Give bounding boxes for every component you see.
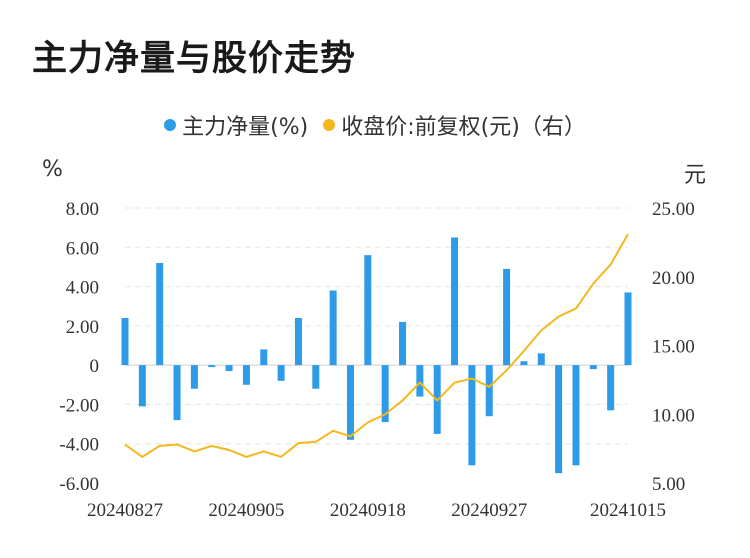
y-left-tick-label: 2.00 — [66, 317, 99, 338]
legend-swatch-net — [164, 119, 177, 131]
x-tick-label: 20240927 — [451, 500, 527, 521]
y-right-tick-label: 25.00 — [652, 199, 695, 220]
bar — [537, 353, 545, 366]
legend-item-net[interactable]: 主力净量(%) — [164, 109, 308, 141]
left-axis-unit: % — [42, 157, 63, 182]
bar — [572, 365, 580, 466]
legend-label-price: 收盘价:前复权(元)（右） — [341, 115, 586, 140]
price-line — [124, 233, 629, 459]
y-left-tick-label: 4.00 — [66, 278, 99, 299]
bar — [121, 318, 129, 366]
y-right-tick-label: 15.00 — [652, 337, 695, 358]
bar — [451, 237, 459, 366]
bar — [190, 365, 198, 389]
bar — [381, 365, 389, 423]
bar — [156, 263, 164, 366]
x-tick-label: 20240918 — [330, 500, 406, 521]
right-axis-unit: 元 — [684, 163, 707, 188]
bar — [364, 255, 372, 366]
bar — [294, 318, 302, 366]
bar — [468, 365, 476, 466]
bar — [312, 365, 320, 389]
bar — [520, 361, 528, 366]
bar — [173, 365, 181, 421]
y-left-tick-label: -2.00 — [59, 395, 99, 416]
bar — [503, 268, 511, 366]
bar — [260, 349, 268, 366]
x-tick-label: 20241015 — [590, 500, 666, 521]
bar — [225, 365, 233, 372]
bar — [485, 365, 493, 417]
bar — [555, 365, 563, 474]
y-left-tick-label: 6.00 — [66, 238, 99, 259]
legend-label-net: 主力净量(%) — [182, 115, 309, 140]
bar — [416, 365, 424, 397]
legend-item-price[interactable]: 收盘价:前复权(元)（右） — [323, 109, 586, 141]
x-tick-label: 20240905 — [208, 500, 284, 521]
y-right-tick-label: 10.00 — [652, 405, 695, 426]
bar — [589, 365, 597, 370]
y-left-tick-label: 0 — [90, 356, 100, 377]
y-left-tick-label: -4.00 — [59, 435, 99, 456]
y-left-tick-label: -6.00 — [59, 474, 99, 495]
bar — [208, 365, 216, 368]
y-right-tick-label: 20.00 — [652, 268, 695, 289]
bar — [329, 290, 337, 366]
bar — [138, 365, 146, 407]
bar — [399, 321, 407, 366]
bar — [346, 365, 354, 440]
bar — [242, 365, 250, 385]
y-left-tick-label: 8.00 — [66, 199, 99, 220]
bar — [607, 365, 615, 411]
y-right-tick-label: 5.00 — [652, 474, 685, 495]
x-tick-label: 20240827 — [87, 500, 163, 521]
bar — [277, 365, 285, 381]
bar — [624, 292, 632, 366]
chart-title: 主力净量与股价走势 — [32, 39, 357, 79]
legend-swatch-price — [323, 119, 336, 131]
chart-legend: 主力净量(%) 收盘价:前复权(元)（右） — [0, 109, 750, 141]
